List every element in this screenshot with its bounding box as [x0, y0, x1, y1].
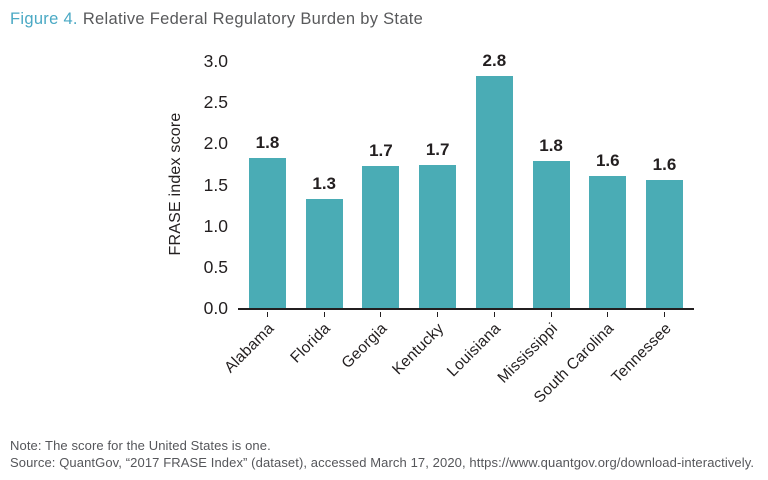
y-tick-label: 1.5 — [203, 174, 228, 195]
source-line: Source: QuantGov, “2017 FRASE Index” (da… — [10, 455, 755, 470]
x-axis-tick — [664, 312, 665, 317]
bar-mississippi — [532, 160, 570, 308]
y-tick-label: 1.0 — [203, 215, 228, 236]
y-tick-label: 2.5 — [203, 92, 228, 113]
bar-kentucky — [419, 164, 457, 308]
bar-value-label: 1.8 — [255, 133, 280, 153]
x-axis-label: Kentucky — [389, 320, 448, 379]
x-axis-tick — [267, 312, 268, 317]
x-axis-tick — [493, 312, 495, 317]
x-axis-label: Tennessee — [608, 320, 675, 387]
y-axis-tick-labels: 0.0 0.5 1.0 1.5 2.0 2.5 3.0 — [150, 52, 228, 317]
bar-value-label: 1.3 — [312, 173, 337, 193]
y-tick-label: 3.0 — [203, 51, 228, 71]
bar-louisiana — [475, 75, 513, 308]
x-axis-tick — [323, 312, 325, 317]
bar-tennessee — [646, 179, 683, 308]
y-tick-label: 2.0 — [203, 133, 228, 154]
x-axis-tick — [607, 312, 609, 317]
y-tick-label: 0.0 — [203, 298, 228, 318]
x-axis-label: Alabama — [221, 320, 278, 377]
x-axis-tick — [437, 312, 439, 317]
note-line: Note: The score for the United States is… — [10, 438, 271, 453]
bar-south-carolina — [589, 176, 627, 308]
plot-area: 1.8 Alabama 1.3 Florida 1.7 Georgia 1.7 Kentuck… — [221, 51, 694, 407]
bar-value-label: 1.6 — [652, 154, 677, 174]
chart-title: Figure 4. Relative Federal Regulatory Bur… — [10, 10, 423, 29]
bar-alabama — [249, 158, 286, 308]
bar-value-label: 1.7 — [425, 139, 450, 159]
bar-value-label: 1.8 — [539, 135, 563, 155]
chart-title-text: Relative Federal Regulatory Burden by St… — [82, 10, 424, 28]
x-axis-label: Georgia — [338, 320, 391, 373]
bar-value-label: 1.6 — [595, 151, 620, 171]
chart-footnotes: Note: The score for the United States is… — [10, 437, 754, 471]
bar-value-label: 1.7 — [369, 140, 393, 160]
y-tick-label: 0.5 — [203, 256, 228, 277]
x-axis-tick — [380, 312, 382, 317]
figure-number-label: Figure 4. — [10, 10, 78, 28]
x-axis-label: Florida — [287, 320, 335, 367]
bar-value-label: 2.8 — [482, 50, 507, 70]
bar-florida — [305, 198, 343, 308]
bar-georgia — [362, 165, 400, 308]
x-axis-tick — [550, 312, 552, 317]
